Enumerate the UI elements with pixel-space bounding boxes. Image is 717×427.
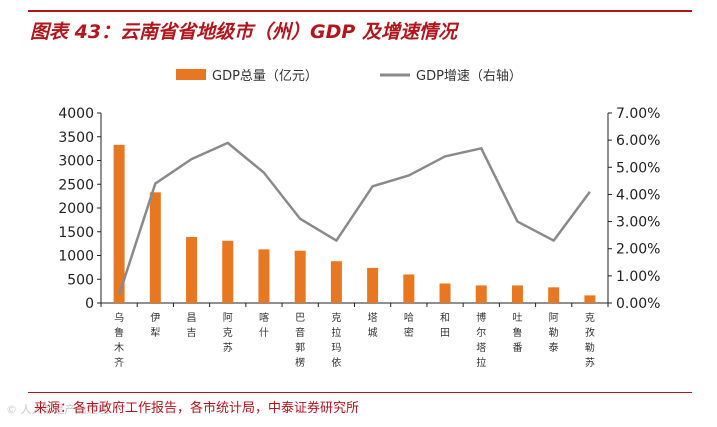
gdp-bar bbox=[548, 287, 560, 303]
watermark: © 人人都是产品经理 bbox=[6, 403, 109, 416]
growth-line bbox=[117, 141, 591, 296]
left-tick-label: 3500 bbox=[58, 130, 94, 146]
right-tick-label: 4.00% bbox=[616, 187, 660, 203]
title-rule-top bbox=[28, 10, 692, 12]
category-label: 伊犁 bbox=[150, 312, 160, 339]
category-label: 巴音郭楞 bbox=[295, 312, 305, 369]
category-label: 乌鲁木齐 bbox=[114, 311, 124, 369]
gdp-bar bbox=[439, 283, 451, 303]
left-tick-label: 0 bbox=[85, 296, 94, 312]
category-label: 克孜勒苏 bbox=[585, 312, 595, 369]
gdp-bar bbox=[186, 236, 198, 303]
category-label: 博尔塔拉 bbox=[476, 311, 486, 369]
category-label: 喀什 bbox=[259, 311, 269, 339]
left-tick-label: 2500 bbox=[58, 177, 94, 193]
legend-line-label: GDP增速（右轴） bbox=[416, 69, 522, 84]
category-label: 克拉玛依 bbox=[331, 312, 341, 369]
gdp-bar bbox=[367, 267, 379, 303]
left-tick-label: 500 bbox=[67, 272, 94, 288]
left-tick-label: 1500 bbox=[58, 225, 94, 241]
right-tick-label: 0.00% bbox=[616, 296, 660, 312]
category-label: 阿克苏 bbox=[223, 312, 233, 354]
gdp-bar bbox=[258, 249, 270, 303]
left-tick-label: 4000 bbox=[58, 106, 94, 122]
source-note: 来源：各市政府工作报告，各市统计局，中泰证券研究所 bbox=[34, 401, 360, 416]
right-tick-label: 1.00% bbox=[616, 269, 660, 285]
category-label: 塔城 bbox=[368, 311, 378, 339]
right-tick-label: 6.00% bbox=[616, 133, 660, 149]
left-tick-label: 2000 bbox=[58, 201, 94, 217]
gdp-bar bbox=[403, 274, 415, 303]
right-tick-label: 7.00% bbox=[616, 106, 660, 122]
legend-bar-label: GDP总量（亿元） bbox=[212, 69, 318, 84]
category-label: 和田 bbox=[440, 312, 450, 339]
category-label: 哈密 bbox=[404, 311, 414, 339]
gdp-bar bbox=[113, 144, 125, 303]
right-tick-label: 3.00% bbox=[616, 215, 660, 231]
gdp-bar bbox=[330, 261, 342, 303]
gdp-bar bbox=[475, 285, 487, 303]
right-tick-label: 2.00% bbox=[616, 242, 660, 258]
gdp-bar bbox=[149, 192, 161, 303]
left-tick-label: 3000 bbox=[58, 154, 94, 170]
category-label: 吐鲁番 bbox=[512, 312, 522, 354]
gdp-bar bbox=[511, 285, 523, 303]
left-tick-label: 1000 bbox=[58, 249, 94, 265]
category-label: 昌吉 bbox=[187, 312, 197, 339]
category-label: 阿勒泰 bbox=[549, 312, 559, 354]
legend-bar-swatch bbox=[176, 69, 206, 80]
figure-title: 图表 43：云南省省地级市（州）GDP 及增速情况 bbox=[30, 21, 457, 43]
source-rule bbox=[28, 392, 692, 393]
gdp-bar bbox=[294, 250, 306, 303]
gdp-bar bbox=[222, 240, 234, 303]
right-tick-label: 5.00% bbox=[616, 160, 660, 176]
gdp-bar bbox=[584, 295, 596, 303]
